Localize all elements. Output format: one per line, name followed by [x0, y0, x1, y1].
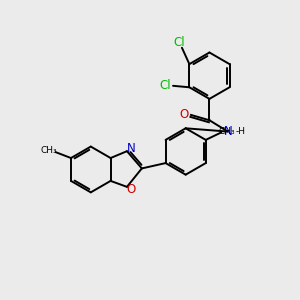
Text: Cl: Cl [173, 36, 185, 49]
Text: N: N [224, 125, 232, 138]
Text: N: N [127, 142, 136, 155]
Text: O: O [127, 183, 136, 196]
Text: O: O [180, 108, 189, 122]
Text: -H: -H [236, 127, 245, 136]
Text: CH₃: CH₃ [218, 128, 235, 136]
Text: Cl: Cl [159, 79, 170, 92]
Text: CH₃: CH₃ [41, 146, 57, 155]
